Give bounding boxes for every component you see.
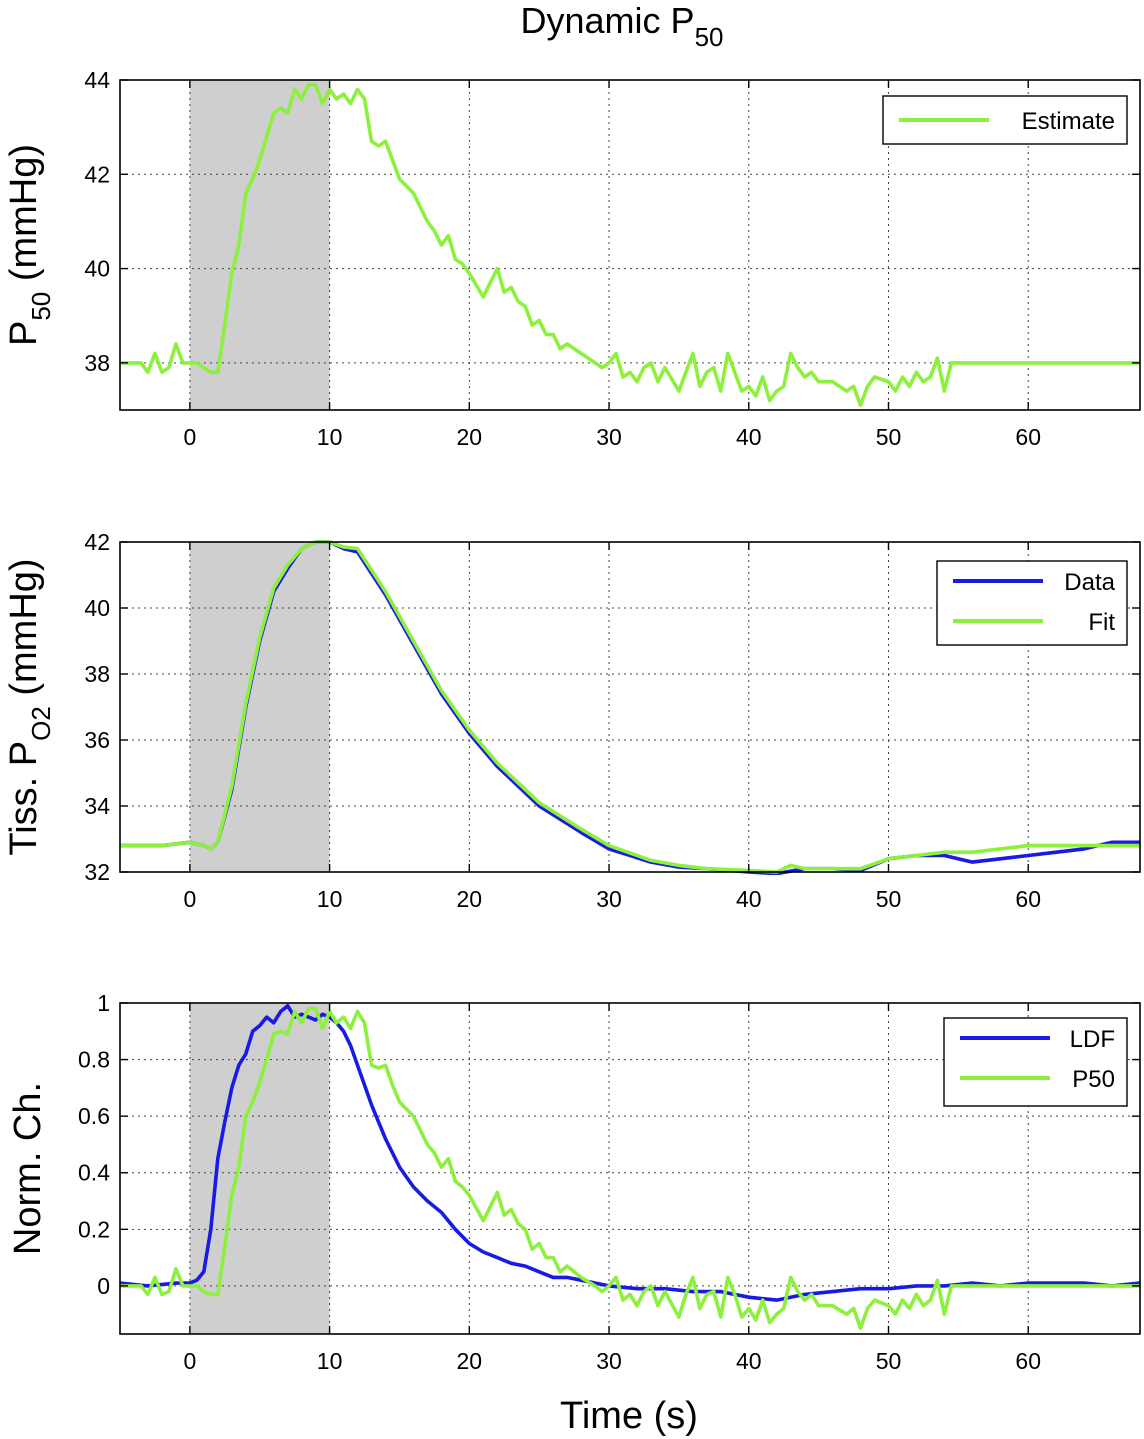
y-axis-label-sub: O2	[26, 706, 56, 741]
x-tick-label: 20	[457, 424, 483, 450]
x-tick-label: 0	[183, 886, 196, 912]
y-axis-label-unit: (mmHg)	[3, 144, 45, 292]
y-tick-label: 38	[84, 661, 110, 687]
x-axis-label: Time (s)	[560, 1395, 698, 1437]
y-axis-label-main: P	[3, 321, 45, 346]
y-tick-label: 44	[84, 67, 110, 93]
x-tick-label: 50	[876, 424, 902, 450]
x-tick-label: 40	[736, 886, 762, 912]
legend-label-ldf: LDF	[1070, 1026, 1115, 1053]
plot-frame	[119, 541, 1141, 873]
x-tick-label: 40	[736, 424, 762, 450]
y-axis-label-unit: (mmHg)	[3, 558, 45, 706]
y-axis-label: Norm. Ch.	[7, 1082, 49, 1255]
x-tick-label: 10	[317, 886, 343, 912]
legend: LDF P50	[943, 1017, 1128, 1107]
figure-title-sub: 50	[695, 22, 724, 52]
legend-box	[936, 560, 1128, 646]
y-tick-label: 0.4	[78, 1160, 110, 1186]
y-tick-label: 0.6	[78, 1103, 110, 1129]
x-tick-label: 50	[876, 1348, 902, 1374]
y-tick-label: 40	[84, 595, 110, 621]
x-tick-label: 10	[317, 424, 343, 450]
x-tick-label: 40	[736, 1348, 762, 1374]
y-tick-label: 34	[84, 793, 110, 819]
x-tick-label: 0	[183, 1348, 196, 1374]
legend-label-data: Data	[1064, 569, 1115, 596]
y-axis-label: P50 (mmHg)	[3, 144, 56, 346]
y-tick-label: 0.8	[78, 1047, 110, 1073]
x-tick-label: 60	[1015, 424, 1041, 450]
x-tick-label: 60	[1015, 1348, 1041, 1374]
series-line-ldf	[120, 1003, 1140, 1302]
x-tick-label: 60	[1015, 886, 1041, 912]
series-line-fit	[120, 540, 1140, 874]
figure-title-main: Dynamic P	[521, 0, 695, 41]
x-tick-label: 10	[317, 1348, 343, 1374]
panel-tissue-po2: 0 10 20 30 40 50 60 32 34 36 38 40 42 Tiss. PO2 (mmHg…	[3, 529, 1141, 912]
legend-label-fit: Fit	[1088, 609, 1115, 636]
legend: Estimate	[882, 95, 1128, 145]
x-tick-label: 30	[596, 1348, 622, 1374]
legend-label-p50: P50	[1072, 1066, 1115, 1093]
legend-label-estimate: Estimate	[1022, 108, 1115, 135]
y-tick-label: 42	[84, 529, 110, 555]
legend-box	[943, 1017, 1128, 1107]
x-tick-label: 30	[596, 424, 622, 450]
x-tick-label: 20	[457, 1348, 483, 1374]
figure-title: Dynamic P50	[521, 0, 724, 52]
plot-frame	[119, 1002, 1141, 1335]
y-tick-label: 40	[84, 256, 110, 282]
x-tick-label: 30	[596, 886, 622, 912]
plot-frame	[119, 79, 1141, 411]
y-tick-label: 0.2	[78, 1216, 110, 1242]
shaded-interval	[189, 542, 330, 872]
y-tick-label: 1	[97, 990, 110, 1016]
shaded-interval	[189, 1003, 330, 1334]
y-axis-label-main: Norm. Ch.	[7, 1082, 49, 1255]
x-tick-label: 0	[183, 424, 196, 450]
y-axis-label-sub: 50	[26, 292, 56, 321]
panel-normalized-change: 0 10 20 30 40 50 60 0 0.2 0.4 0.6 0.8 1 Norm. Ch. LDF P…	[7, 990, 1141, 1374]
y-tick-label: 36	[84, 727, 110, 753]
series-line-estimate	[120, 82, 1140, 408]
shaded-interval	[189, 80, 330, 410]
y-axis-label: Tiss. PO2 (mmHg)	[3, 558, 56, 855]
y-tick-label: 42	[84, 161, 110, 187]
y-tick-label: 32	[84, 859, 110, 885]
legend: Data Fit	[936, 560, 1128, 646]
x-tick-label: 20	[457, 886, 483, 912]
series-line-p50	[120, 1006, 1140, 1331]
y-axis-label-main: Tiss. P	[3, 741, 45, 856]
y-tick-label: 0	[97, 1273, 110, 1299]
x-tick-label: 50	[876, 886, 902, 912]
y-tick-label: 38	[84, 350, 110, 376]
